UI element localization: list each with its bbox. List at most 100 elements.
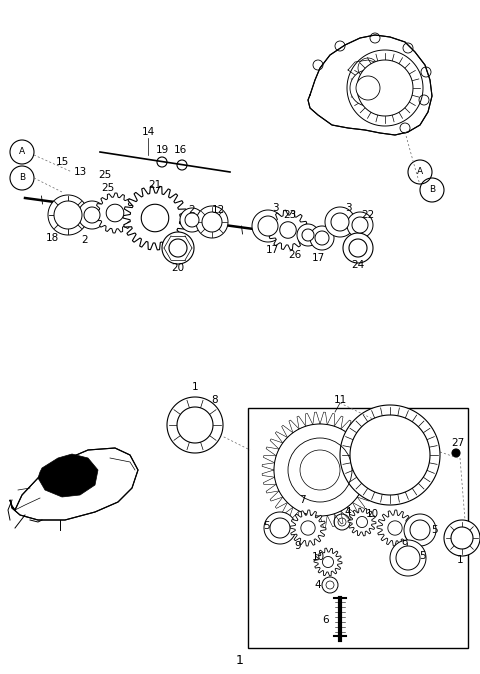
- Polygon shape: [262, 470, 275, 477]
- Polygon shape: [320, 516, 327, 528]
- Text: 5: 5: [431, 525, 437, 535]
- Text: 20: 20: [171, 263, 185, 273]
- Polygon shape: [352, 431, 365, 443]
- Polygon shape: [323, 557, 334, 568]
- Polygon shape: [306, 413, 313, 426]
- Polygon shape: [276, 431, 288, 443]
- Polygon shape: [361, 484, 374, 493]
- Polygon shape: [123, 186, 187, 250]
- Polygon shape: [313, 412, 320, 425]
- Text: A: A: [417, 168, 423, 177]
- Text: 1: 1: [456, 555, 463, 565]
- Polygon shape: [349, 239, 367, 257]
- Polygon shape: [341, 508, 351, 520]
- Text: 23: 23: [283, 210, 297, 220]
- Polygon shape: [289, 420, 299, 433]
- Polygon shape: [364, 456, 377, 463]
- Polygon shape: [343, 233, 373, 263]
- Polygon shape: [141, 204, 169, 232]
- Polygon shape: [347, 212, 373, 238]
- Polygon shape: [347, 50, 423, 126]
- Polygon shape: [290, 510, 326, 546]
- Polygon shape: [169, 239, 187, 257]
- Polygon shape: [106, 204, 124, 222]
- Polygon shape: [325, 207, 355, 237]
- Polygon shape: [276, 497, 288, 508]
- Polygon shape: [357, 491, 370, 501]
- Polygon shape: [54, 201, 82, 229]
- Polygon shape: [282, 425, 293, 437]
- Polygon shape: [388, 521, 402, 535]
- Polygon shape: [48, 195, 88, 235]
- Text: 24: 24: [351, 260, 365, 270]
- Text: 27: 27: [451, 438, 465, 448]
- Text: 9: 9: [402, 540, 408, 550]
- Circle shape: [452, 449, 460, 457]
- Polygon shape: [167, 397, 223, 453]
- Polygon shape: [310, 226, 334, 250]
- Polygon shape: [396, 546, 420, 570]
- Polygon shape: [306, 514, 313, 526]
- Polygon shape: [264, 456, 276, 463]
- Text: 19: 19: [156, 145, 168, 155]
- Text: 6: 6: [323, 615, 329, 625]
- Polygon shape: [196, 206, 228, 238]
- Text: 4: 4: [315, 580, 321, 590]
- Polygon shape: [185, 213, 199, 227]
- Polygon shape: [180, 208, 204, 232]
- Polygon shape: [341, 420, 351, 433]
- Text: 7: 7: [299, 495, 305, 505]
- Text: 11: 11: [334, 395, 347, 405]
- Text: 9: 9: [295, 541, 301, 551]
- Polygon shape: [347, 503, 359, 515]
- Polygon shape: [177, 407, 213, 443]
- Text: B: B: [429, 185, 435, 195]
- Text: 16: 16: [173, 145, 187, 155]
- Polygon shape: [264, 512, 296, 544]
- Text: 5: 5: [419, 551, 425, 561]
- Polygon shape: [334, 416, 343, 429]
- Text: 25: 25: [101, 183, 115, 193]
- Polygon shape: [357, 439, 370, 449]
- Polygon shape: [266, 484, 279, 493]
- Text: 3: 3: [272, 203, 278, 213]
- Text: 13: 13: [73, 167, 86, 177]
- Polygon shape: [162, 232, 194, 264]
- Polygon shape: [266, 447, 279, 456]
- Polygon shape: [84, 207, 100, 223]
- Polygon shape: [289, 508, 299, 520]
- Text: 5: 5: [263, 521, 269, 531]
- Polygon shape: [410, 520, 430, 540]
- Polygon shape: [262, 463, 275, 470]
- Polygon shape: [297, 511, 306, 524]
- Text: 21: 21: [148, 180, 162, 190]
- Text: 3: 3: [345, 203, 351, 213]
- Polygon shape: [297, 224, 319, 246]
- Text: 17: 17: [312, 253, 324, 263]
- Polygon shape: [252, 210, 284, 242]
- Polygon shape: [258, 216, 278, 236]
- Polygon shape: [314, 548, 342, 576]
- Text: B: B: [19, 173, 25, 183]
- Polygon shape: [308, 35, 432, 135]
- Polygon shape: [404, 514, 436, 546]
- Text: 26: 26: [288, 250, 301, 260]
- Polygon shape: [327, 413, 335, 426]
- Polygon shape: [347, 425, 359, 437]
- Text: 1: 1: [236, 654, 244, 667]
- Bar: [248, 408, 468, 648]
- Polygon shape: [264, 477, 276, 485]
- Polygon shape: [348, 508, 376, 536]
- Polygon shape: [95, 193, 135, 233]
- Text: 14: 14: [142, 127, 155, 137]
- Text: A: A: [19, 148, 25, 156]
- Polygon shape: [202, 212, 222, 232]
- Polygon shape: [302, 229, 314, 241]
- Polygon shape: [320, 412, 327, 425]
- Text: 4: 4: [345, 507, 351, 517]
- Text: 25: 25: [98, 170, 112, 180]
- Polygon shape: [78, 201, 106, 229]
- Polygon shape: [268, 210, 308, 250]
- Text: 22: 22: [361, 210, 374, 220]
- Text: 2: 2: [82, 235, 88, 245]
